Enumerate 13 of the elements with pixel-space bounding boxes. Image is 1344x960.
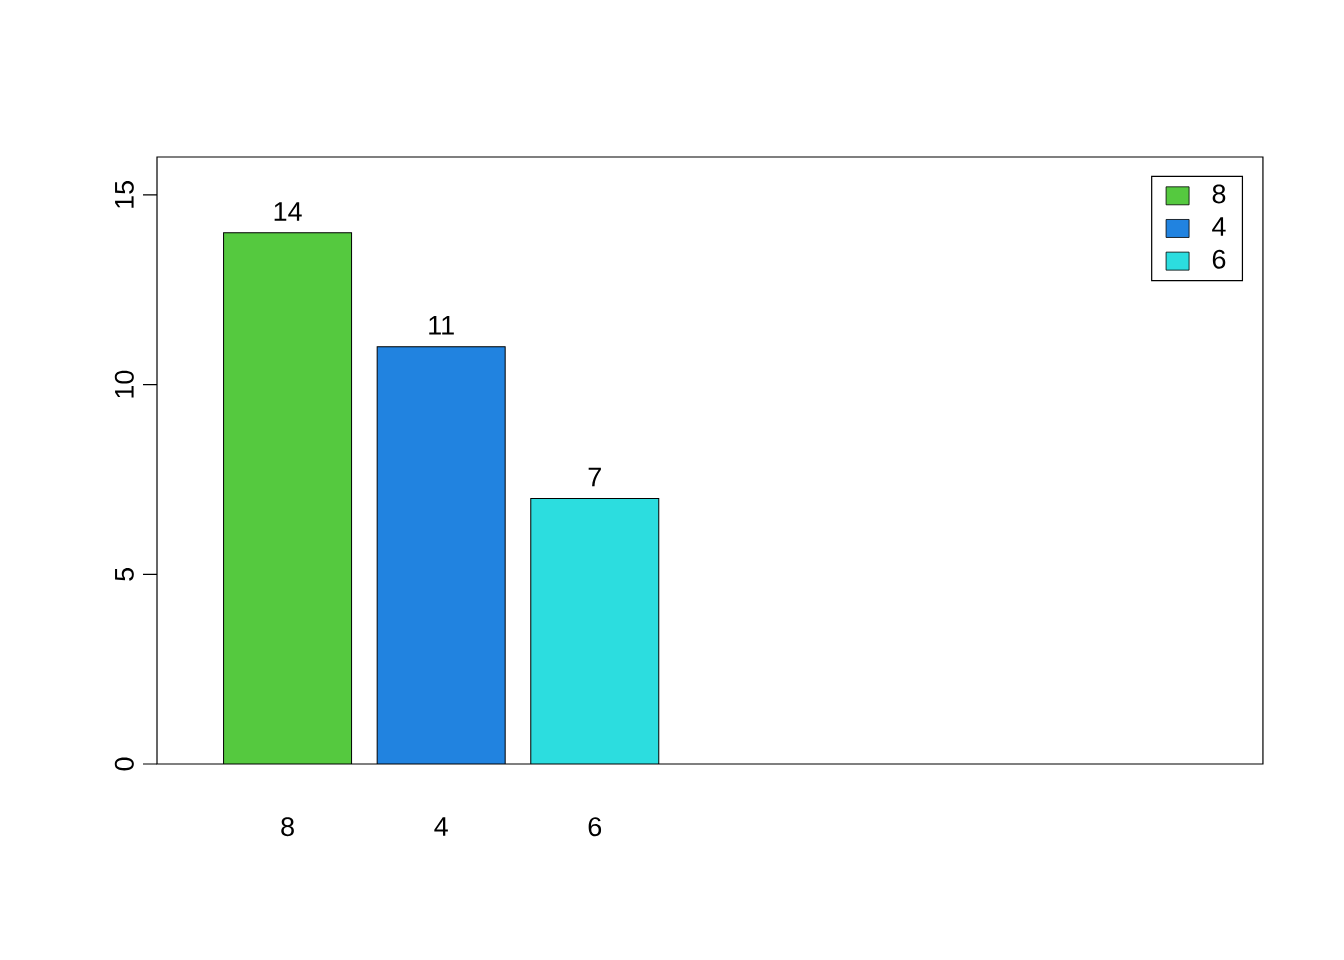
legend-label: 6 bbox=[1212, 249, 1226, 269]
data-label: 7 bbox=[588, 467, 601, 487]
y-tick-label: 15 bbox=[115, 181, 134, 208]
y-tick-label: 0 bbox=[114, 757, 134, 771]
data-label: 11 bbox=[429, 315, 454, 335]
x-tick-label: 4 bbox=[434, 817, 448, 836]
legend-label: 8 bbox=[1212, 184, 1226, 204]
legend-label: 4 bbox=[1212, 217, 1226, 236]
data-label: 14 bbox=[274, 202, 302, 221]
x-tick-label: 8 bbox=[281, 817, 294, 837]
y-tick-label: 10 bbox=[114, 370, 134, 398]
y-tick-label: 5 bbox=[115, 567, 134, 581]
x-tick-label: 6 bbox=[588, 817, 602, 837]
